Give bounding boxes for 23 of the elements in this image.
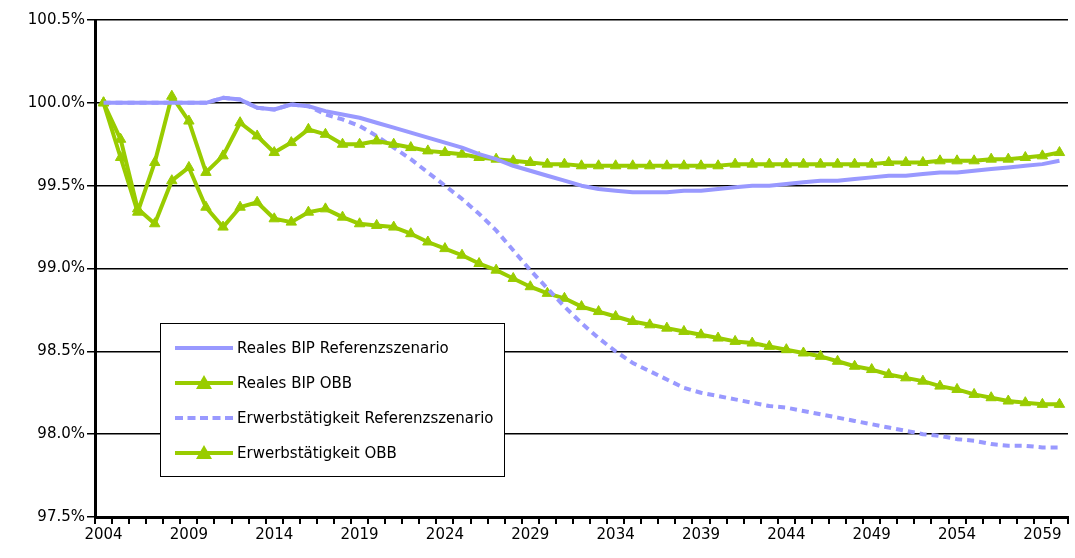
x-tick-label: 2054 (937, 524, 977, 543)
x-tick-label: 2059 (1023, 524, 1062, 543)
x-tick-label: 2029 (511, 524, 550, 543)
x-tick-label: 2024 (425, 524, 465, 543)
y-tick-label: 99.5% (37, 175, 85, 194)
x-tick-label: 2009 (169, 524, 208, 543)
x-tick-label: 2004 (84, 524, 123, 543)
x-tick-label: 2014 (255, 524, 294, 543)
y-tick-label: 99.0% (37, 258, 85, 277)
y-tick-label: 100.5% (27, 9, 85, 28)
legend-label: Reales BIP Referenzszenario (237, 338, 449, 357)
x-tick-label: 2034 (596, 524, 635, 543)
x-tick-label: 2044 (767, 524, 806, 543)
legend-label: Erwerbstätigkeit OBB (237, 443, 397, 462)
x-tick-label: 2019 (340, 524, 379, 543)
x-tick-label: 2039 (681, 524, 721, 543)
y-tick-label: 100.0% (27, 92, 85, 111)
y-tick-label: 98.5% (37, 341, 85, 360)
y-tick-label: 97.5% (37, 506, 85, 525)
legend-label: Reales BIP OBB (237, 373, 353, 392)
legend-label: Erwerbstätigkeit Referenzszenario (237, 408, 494, 427)
y-tick-label: 98.0% (37, 424, 85, 443)
x-tick-label: 2049 (852, 524, 891, 543)
